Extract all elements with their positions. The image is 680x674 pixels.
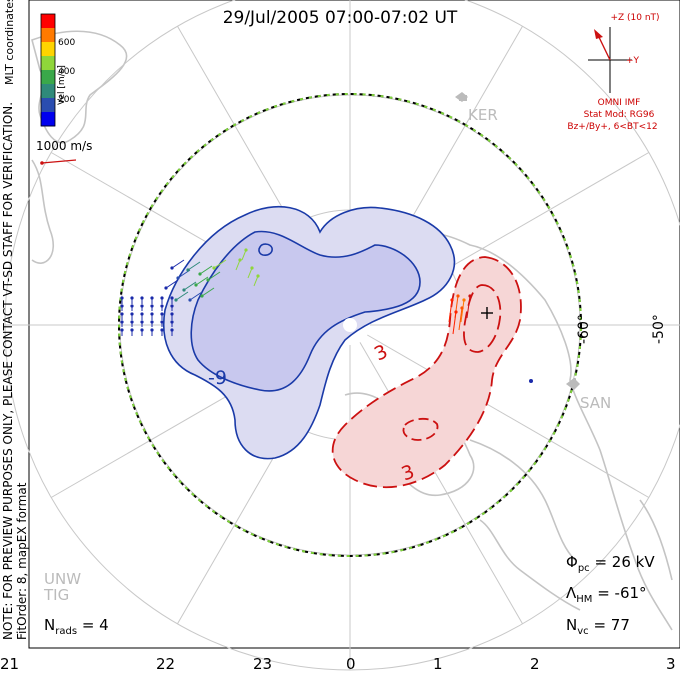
nvc-subscript: vc	[577, 626, 589, 637]
negative-cell-core	[258, 243, 273, 256]
mlt-tick-22: 22	[156, 655, 176, 673]
positive-cell	[331, 256, 522, 489]
hmb-boundary-green	[118, 93, 582, 557]
imf-z-label: +Z (10 nT)	[610, 13, 660, 23]
colorbar-segment	[41, 28, 55, 43]
vector-line	[235, 259, 241, 271]
lambda-value: = -61°	[597, 584, 647, 602]
colorbar-tick-400: 400	[58, 67, 76, 77]
cross-polar-potential: Φpc = 26 kV	[566, 553, 655, 574]
mlt-grid-line	[367, 334, 650, 498]
imf-clock	[588, 27, 632, 93]
vector-line	[187, 261, 201, 271]
nvc-value: = 77	[593, 616, 630, 634]
scale-vector	[40, 159, 77, 165]
station-label-tig: TIG	[44, 586, 70, 604]
preview-note: NOTE: FOR PREVIEW PURPOSES ONLY, PLEASE …	[1, 101, 15, 640]
vector-line	[213, 259, 227, 269]
scale-vector-label: 1000 m/s	[36, 139, 93, 153]
latitude-label-60: -60°	[576, 314, 592, 344]
vector-line	[207, 271, 221, 281]
mlt-tick-21: 21	[0, 655, 20, 673]
negative-cell-inner-contour	[190, 230, 421, 392]
plot-title: 29/Jul/2005 07:00-07:02 UT	[222, 8, 458, 28]
mlt-tick-23: 23	[253, 655, 273, 673]
vector-line	[175, 291, 189, 301]
phi-value: = 26 kV	[594, 553, 655, 571]
vector-line	[247, 267, 253, 279]
mlt-tick-0: 0	[346, 655, 356, 673]
colorbar-tick-600: 600	[58, 38, 76, 48]
positive-cell-inner-contour	[463, 284, 502, 353]
latitude-label-50: -50°	[651, 314, 667, 344]
stat-model-label: Stat Mod: RG96	[583, 110, 655, 120]
mlt-grid-line	[359, 342, 523, 625]
colorbar-segment	[41, 56, 55, 71]
vector-line	[165, 279, 179, 289]
colorbar-segment	[41, 42, 55, 57]
nrads-subscript: rads	[55, 626, 78, 637]
radar-count: Nrads = 4	[44, 616, 109, 637]
potential-max-marker	[481, 307, 493, 319]
vector-line	[448, 299, 453, 323]
station-label-unw: UNW	[44, 570, 82, 588]
velocity-vectors	[120, 248, 472, 336]
imf-source-label: OMNI IMF	[597, 98, 641, 108]
colorbar-segment	[41, 112, 55, 127]
isolated-vector-dot	[529, 379, 533, 383]
vector-line	[458, 307, 463, 331]
mlt-tick-3: 3	[666, 655, 676, 673]
plot-frame	[28, 0, 680, 649]
vector-line	[199, 265, 213, 275]
velocity-colorbar	[40, 13, 56, 127]
vector-count: Nvc = 77	[566, 616, 630, 637]
vector-line	[466, 295, 471, 319]
negative-contour-label: -9	[208, 367, 227, 389]
coastlines	[31, 30, 673, 631]
vector-line	[201, 287, 215, 297]
positive-cell-outer-contour	[331, 256, 522, 489]
colorbar-segment	[41, 14, 55, 29]
station-marker-ker	[455, 92, 468, 102]
colorbar-outline	[40, 13, 56, 127]
vector-line	[189, 291, 203, 301]
mlt-tick-1: 1	[433, 655, 443, 673]
lambda-subscript: HM	[576, 594, 593, 605]
colorbar-segment	[41, 84, 55, 99]
imf-condition-label: Bz+/By+, 6<BT<12	[567, 122, 658, 132]
vector-line	[460, 299, 465, 323]
colorbar-segment	[41, 98, 55, 113]
imf-y-label: +Y	[626, 56, 640, 66]
nrads-symbol: N	[44, 616, 56, 634]
vector-line	[183, 281, 197, 291]
vector-line	[171, 259, 185, 269]
vector-line	[253, 275, 259, 287]
mlt-tick-2: 2	[530, 655, 540, 673]
fit-order-note: FitOrder: 8, mapEX format	[15, 482, 29, 640]
coordinate-system-label: MLT coordinates	[3, 0, 16, 85]
magnetic-pole-marker	[343, 318, 357, 332]
station-label-san: SAN	[580, 394, 612, 412]
station-marker-san	[566, 378, 580, 390]
phi-symbol: Φ	[566, 553, 578, 571]
lambda-symbol: Λ	[566, 584, 577, 602]
positive-cell-secondary-contour	[402, 417, 439, 441]
nrads-value: = 4	[81, 616, 109, 634]
station-label-ker: KER	[468, 106, 498, 124]
colorbar-tick-200: 200	[58, 95, 76, 105]
vector-line	[195, 276, 209, 286]
nvc-symbol: N	[566, 616, 578, 634]
phi-subscript: pc	[577, 563, 590, 574]
hmb-latitude: ΛHM = -61°	[566, 584, 647, 605]
colorbar-segment	[41, 70, 55, 85]
vector-line	[241, 249, 247, 261]
vector-line	[452, 311, 457, 335]
